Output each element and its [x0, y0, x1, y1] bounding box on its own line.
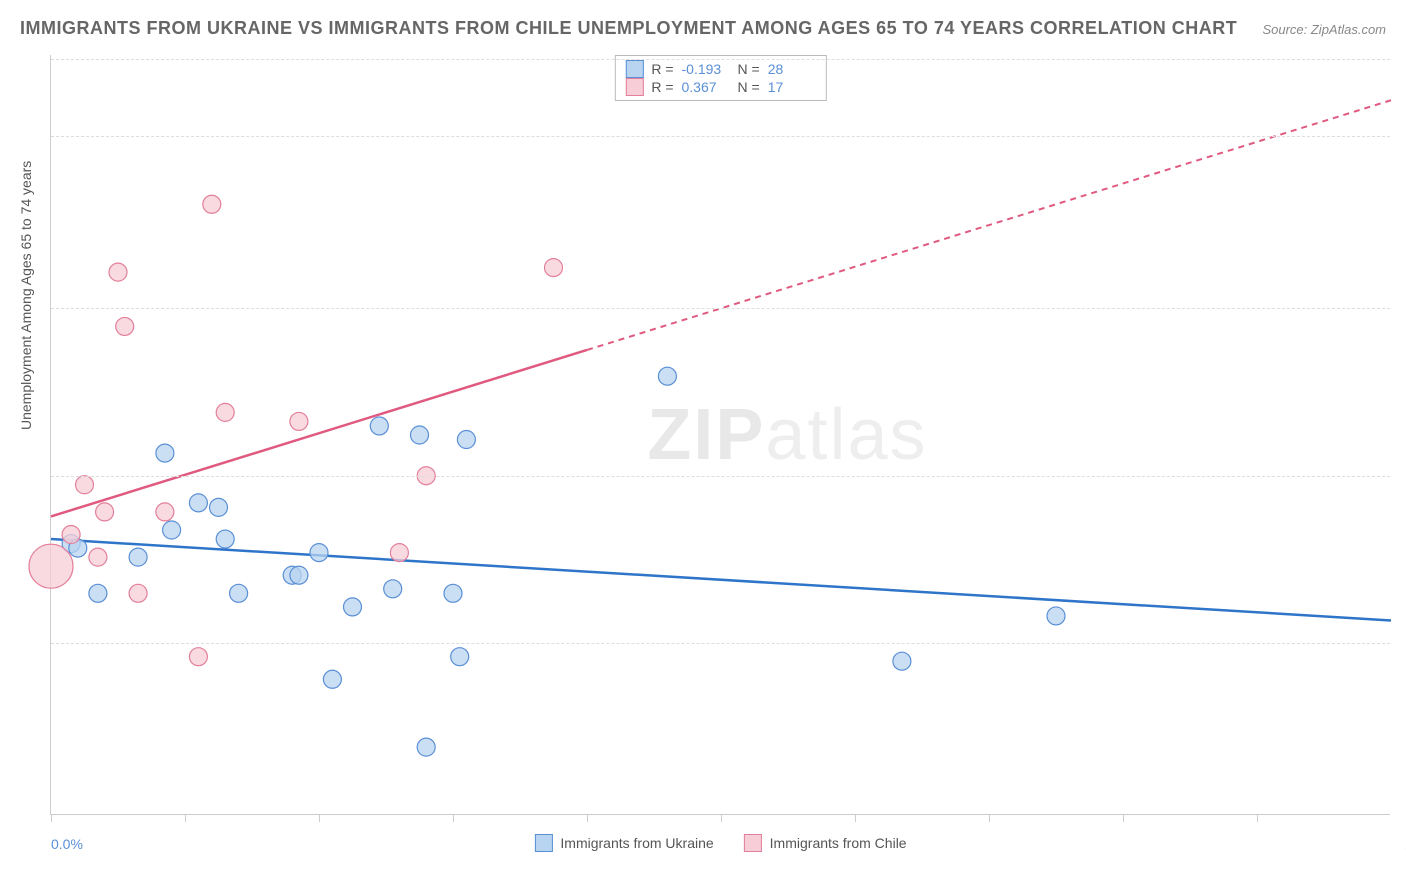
gridline	[51, 136, 1390, 137]
scatter-point	[451, 648, 469, 666]
x-tick	[185, 814, 186, 822]
scatter-point	[189, 494, 207, 512]
trend-line-dashed	[587, 100, 1391, 350]
scatter-point	[29, 544, 73, 588]
x-tick	[1123, 814, 1124, 822]
source-label: Source: ZipAtlas.com	[1262, 22, 1386, 37]
scatter-point	[323, 670, 341, 688]
scatter-point	[411, 426, 429, 444]
scatter-point	[116, 317, 134, 335]
x-axis-min-label: 0.0%	[51, 836, 83, 852]
series-legend: Immigrants from Ukraine Immigrants from …	[534, 834, 906, 852]
y-axis-label: Unemployment Among Ages 65 to 74 years	[18, 161, 34, 430]
scatter-point	[417, 738, 435, 756]
legend-item-ukraine: Immigrants from Ukraine	[534, 834, 713, 852]
gridline	[51, 643, 1390, 644]
scatter-point	[457, 431, 475, 449]
scatter-point	[216, 530, 234, 548]
scatter-point	[76, 476, 94, 494]
gridline	[51, 59, 1390, 60]
scatter-point	[156, 503, 174, 521]
scatter-point	[290, 566, 308, 584]
legend-swatch-chile	[744, 834, 762, 852]
trend-line-solid	[51, 350, 587, 516]
scatter-point	[1047, 607, 1065, 625]
chart-plot-area: ZIPatlas R = -0.193 N = 28 R = 0.367 N =…	[50, 55, 1390, 815]
gridline	[51, 308, 1390, 309]
scatter-point	[203, 195, 221, 213]
scatter-point	[210, 498, 228, 516]
scatter-point	[189, 648, 207, 666]
legend-label-ukraine: Immigrants from Ukraine	[560, 835, 713, 851]
scatter-point	[545, 259, 563, 277]
trend-line	[51, 539, 1391, 620]
scatter-point	[230, 584, 248, 602]
scatter-point	[89, 548, 107, 566]
scatter-point	[444, 584, 462, 602]
scatter-point	[390, 544, 408, 562]
x-tick	[319, 814, 320, 822]
scatter-point	[109, 263, 127, 281]
gridline	[51, 476, 1390, 477]
scatter-point	[163, 521, 181, 539]
scatter-point	[216, 403, 234, 421]
chart-title: IMMIGRANTS FROM UKRAINE VS IMMIGRANTS FR…	[20, 18, 1237, 39]
x-tick	[587, 814, 588, 822]
x-tick	[453, 814, 454, 822]
scatter-point	[893, 652, 911, 670]
legend-label-chile: Immigrants from Chile	[770, 835, 907, 851]
scatter-point	[344, 598, 362, 616]
legend-swatch-ukraine	[534, 834, 552, 852]
x-tick	[721, 814, 722, 822]
scatter-point	[62, 526, 80, 544]
scatter-point	[96, 503, 114, 521]
legend-item-chile: Immigrants from Chile	[744, 834, 907, 852]
scatter-point	[290, 412, 308, 430]
scatter-point	[658, 367, 676, 385]
x-tick	[855, 814, 856, 822]
scatter-point	[310, 544, 328, 562]
scatter-point	[89, 584, 107, 602]
scatter-point	[129, 584, 147, 602]
scatter-point	[156, 444, 174, 462]
x-tick	[51, 814, 52, 822]
scatter-point	[370, 417, 388, 435]
x-tick	[989, 814, 990, 822]
scatter-svg	[51, 55, 1390, 814]
scatter-point	[384, 580, 402, 598]
x-tick	[1257, 814, 1258, 822]
scatter-point	[129, 548, 147, 566]
